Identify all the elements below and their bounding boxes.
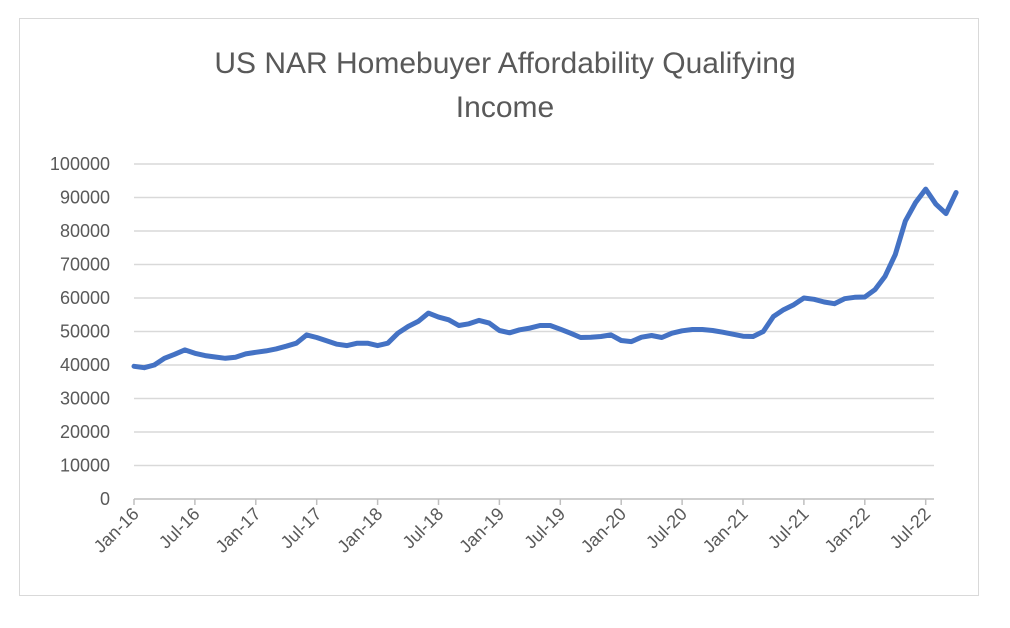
x-tick-label: Jul-19: [520, 504, 569, 553]
chart-title: US NAR Homebuyer Affordability Qualifyin…: [0, 42, 1010, 130]
y-tick-label: 100000: [50, 154, 110, 174]
gridlines: [134, 163, 934, 500]
y-tick-label: 80000: [60, 221, 110, 241]
y-tick-label: 30000: [60, 389, 110, 409]
x-tick-label: Jan-18: [333, 504, 386, 557]
x-tick-label: Jan-19: [455, 504, 508, 557]
y-tick-label: 40000: [60, 355, 110, 375]
x-tick-label: Jan-21: [699, 504, 752, 557]
x-tick-label: Jul-17: [277, 504, 326, 553]
x-tick-label: Jul-20: [642, 504, 691, 553]
x-axis-tick-labels: Jan-16 Jul-16 Jan-17 Jul-17 Jan-18 Jul-18 Jan-…: [90, 499, 935, 557]
chart-title-line-2: Income: [455, 91, 555, 124]
x-tick-label: Jan-22: [821, 504, 874, 557]
x-tick-label: Jan-16: [90, 504, 143, 557]
y-tick-label: 50000: [60, 322, 110, 342]
y-tick-label: 60000: [60, 288, 110, 308]
x-tick-label: Jul-18: [399, 504, 448, 553]
x-tick-label: Jul-21: [764, 504, 813, 553]
chart-title-line-1: US NAR Homebuyer Affordability Qualifyin…: [214, 47, 796, 80]
y-tick-label: 90000: [60, 188, 110, 208]
y-tick-label: 10000: [60, 456, 110, 476]
y-tick-label: 70000: [60, 255, 110, 275]
y-axis-tick-labels: 0 10000 20000 30000 40000 50000 60000 70000 8000…: [50, 154, 110, 509]
y-tick-label: 0: [100, 489, 110, 509]
x-tick-label: Jul-16: [155, 504, 204, 553]
x-tick-label: Jul-22: [886, 504, 935, 553]
x-tick-label: Jan-17: [212, 504, 265, 557]
y-tick-label: 20000: [60, 422, 110, 442]
series-layer: [131, 186, 959, 371]
series-line: [131, 186, 959, 371]
x-tick-label: Jan-20: [577, 504, 630, 557]
